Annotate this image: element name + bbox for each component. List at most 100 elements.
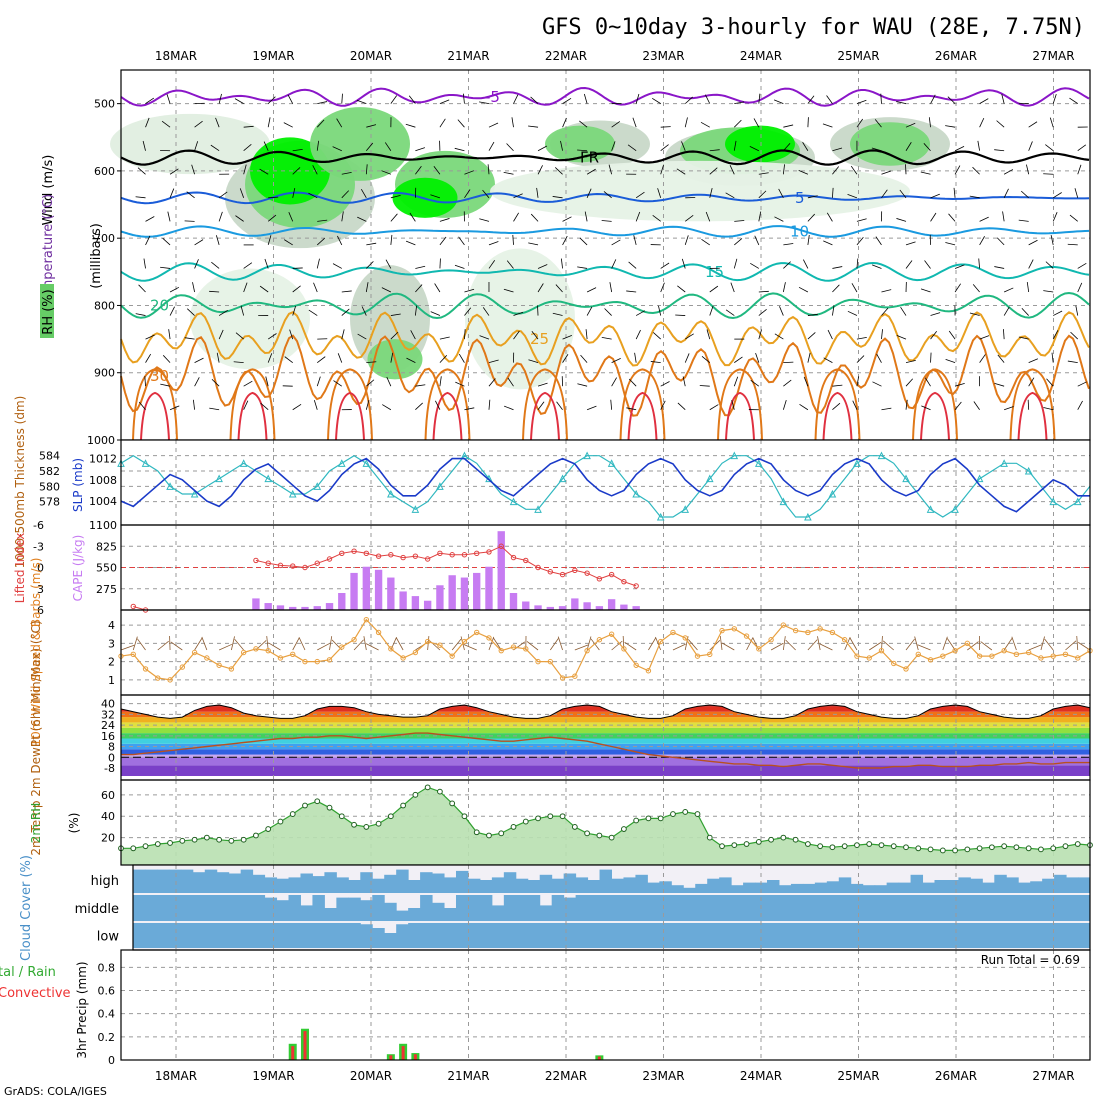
cloud-middle-30 [491,905,505,921]
cloud-middle-41 [623,895,636,921]
barb-22-885 [390,352,394,363]
cloud-high-14 [300,873,313,893]
rh-marker-31 [498,830,505,837]
cloud-middle-45 [671,895,684,921]
barb-78-850 [1070,331,1079,340]
rh-ytick-40: 40 [101,810,115,823]
date-top-27MAR: 27MAR [1032,49,1074,63]
li-marker-23 [400,554,406,561]
barb-56-815 [807,313,818,316]
cloud-low-63 [886,923,900,948]
barb-8-780 [209,290,220,293]
cloud-low-19 [360,924,373,948]
barb-38-780 [586,287,597,293]
barb-34-605 [537,165,543,175]
barb-8-640 [218,191,228,199]
rh-blob-4 [310,107,410,181]
wind10-marker-73 [1013,651,1020,658]
barb-2-605 [137,167,146,175]
wind10-barb-74 [1028,644,1042,651]
barb-54-850 [774,333,784,340]
barb-6-605 [191,164,195,175]
thickness-marker-60 [853,459,861,467]
slp-ytick-1004: 1004 [89,495,117,508]
rh-marker-23 [400,802,407,809]
wind10-marker-8 [216,662,222,668]
barb-22-780 [381,287,392,293]
barb-20-500 [356,99,367,105]
barb-12-710 [267,235,272,246]
barb-4-885 [162,355,171,363]
cloud-high-28 [467,878,481,893]
barb-68-850 [948,330,956,340]
upper-ylabel-units: (millibars) [89,223,104,289]
rh-blob-18 [465,248,575,390]
barb-78-605 [1077,164,1082,175]
cape-bar-23 [399,591,407,610]
barb-38-710 [579,237,588,246]
cloud-middle-43 [647,895,660,921]
cloud-low-32 [515,923,529,948]
cloud-middle-11 [264,897,278,921]
cloud-middle-44 [659,895,672,921]
barb-44-500 [652,97,661,104]
cloud-high-67 [934,880,947,893]
barb-46-710 [684,235,689,246]
barb-36-885 [562,354,569,363]
barb-62-815 [881,307,889,316]
cloud-middle-3 [168,895,182,921]
wind10-barb-0 [120,644,135,651]
cloud-high-41 [623,877,636,893]
rh-marker-67 [939,847,946,854]
barb-8-745 [211,261,220,269]
barb-20-570 [366,142,374,151]
barb-6-955 [192,399,195,410]
wind10-marker-9 [228,666,235,672]
date-bottom-18MAR: 18MAR [155,1069,197,1083]
barb-30-955 [488,399,491,410]
wind10-barb-60 [849,637,858,651]
rh-marker-28 [461,813,468,820]
rh-marker-41 [620,826,627,832]
cloud-low-35 [551,923,565,948]
cloud-low-1 [144,923,158,948]
li-marker-18 [339,550,345,557]
wind10-barb-58 [819,643,833,651]
rh-marker-5 [179,837,186,844]
cloud-middle-70 [970,895,983,921]
barb-16-640 [308,192,318,199]
wind10-marker-70 [976,653,983,659]
wind10-barb-43 [648,637,656,651]
li-marker-42 [633,583,639,589]
temp-ytick-40: 40 [101,698,115,711]
thickness-marker-22 [387,489,395,498]
barb-52-710 [754,235,760,246]
barb-24-920 [415,384,426,387]
barb-28-955 [464,407,475,411]
rh-marker-4 [167,840,173,846]
rh-marker-61 [866,841,873,847]
cloud-high-74 [1018,882,1031,893]
cape-bar-36 [558,606,567,610]
cloud-low-13 [288,923,301,948]
wind10-marker-2 [142,666,149,672]
barb-8-535 [215,117,220,128]
barb-10-885 [233,361,244,364]
temp-ytick-0: 0 [108,751,115,764]
thickness-marker-18 [337,459,346,467]
barb-26-885 [439,355,448,363]
rh-marker-60 [854,842,860,848]
barb-70-745 [978,258,981,269]
barb-66-640 [930,193,940,199]
rh-marker-11 [253,832,259,839]
barb-50-605 [729,165,735,175]
rh-marker-21 [375,820,382,827]
cloud-high-59 [838,877,852,893]
barb-46-780 [677,285,686,293]
cloud-low-8 [228,923,242,948]
temp-band-0 [121,765,1090,776]
hot-loop-b-6 [725,391,755,441]
wind10-marker-24 [412,649,419,656]
barb-46-605 [676,168,686,175]
barb-38-640 [586,188,592,198]
